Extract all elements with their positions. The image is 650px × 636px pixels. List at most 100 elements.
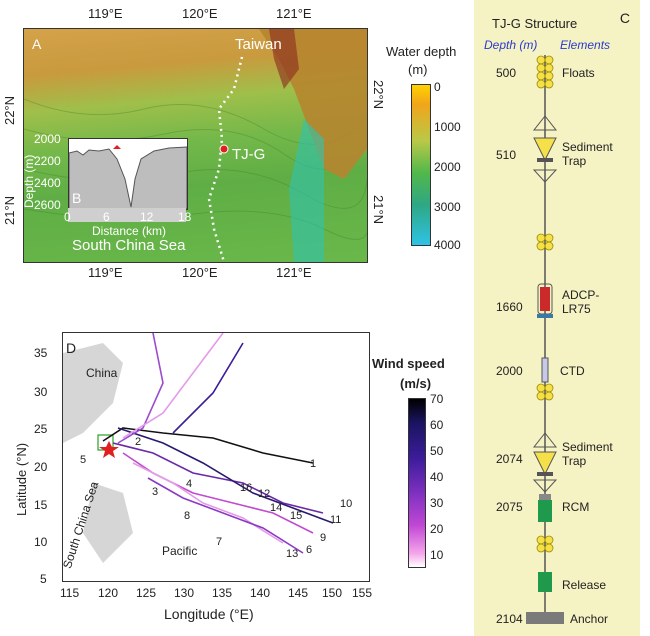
taiwan-label: Taiwan [235, 36, 282, 53]
track-num: 9 [320, 532, 327, 544]
wind-cbar-tick: 70 [430, 392, 444, 406]
element-rcm: RCM [562, 500, 590, 514]
track-num: 2 [135, 436, 142, 448]
floats-mid [536, 233, 554, 251]
depth-cbar-title: Water depth [386, 44, 457, 59]
depth-2104: 2104 [496, 612, 523, 626]
panel-b-label: B [72, 190, 82, 206]
b-ytick: 2600 [34, 198, 61, 212]
station-star [99, 441, 119, 458]
element-adcp: ADCP- LR75 [562, 288, 600, 316]
track-num: 5 [80, 454, 87, 466]
b-xtick: 18 [178, 210, 192, 224]
d-xtick: 135 [212, 586, 233, 600]
typhoon-tracks [63, 332, 334, 563]
china-land [63, 343, 123, 443]
station-marker [219, 144, 229, 154]
pacific-label: Pacific [162, 544, 198, 558]
track-num: 4 [186, 478, 193, 490]
d-ytick: 15 [34, 498, 48, 512]
panel-b-inset [68, 138, 188, 210]
depth-510: 510 [496, 148, 517, 162]
b-ytick: 2200 [34, 154, 61, 168]
track-num: 3 [152, 486, 159, 498]
wind-cbar-unit: (m/s) [400, 376, 432, 391]
depth-cbar-tick: 4000 [434, 238, 461, 252]
bottom-tick: 121°E [276, 265, 312, 280]
b-xtick: 6 [103, 210, 110, 224]
d-ytick: 20 [34, 460, 48, 474]
depth-colorbar [411, 84, 431, 246]
bottom-tick: 120°E [182, 265, 218, 280]
d-ytick: 30 [34, 385, 48, 399]
track-num: 11 [330, 514, 342, 526]
philippines-land [83, 483, 133, 563]
depth-2000: 2000 [496, 364, 523, 378]
panel-a-terrain [24, 29, 367, 262]
d-xtick: 155 [352, 586, 373, 600]
wind-cbar-title: Wind speed [372, 356, 445, 371]
depth-2074: 2074 [496, 452, 523, 466]
element-floats: Floats [562, 66, 595, 80]
d-xtick: 150 [322, 586, 343, 600]
d-xtick: 140 [250, 586, 271, 600]
track-num: 12 [258, 488, 271, 500]
floats-top [536, 55, 554, 89]
bathy-profile [68, 145, 188, 210]
floats-ctd [536, 383, 554, 401]
panel-c-label: C [619, 10, 630, 26]
panel-d-label: D [66, 340, 77, 356]
track-num: 13 [286, 548, 299, 560]
d-ylabel: Latitude (°N) [14, 442, 29, 516]
track-num: 8 [184, 510, 191, 522]
top-tick: 120°E [182, 6, 218, 21]
depth-1660: 1660 [496, 300, 523, 314]
track-num: 6 [306, 544, 313, 556]
b-xtick: 0 [64, 210, 71, 224]
transect-line [207, 56, 244, 262]
col-elements: Elements [560, 38, 611, 52]
d-xtick: 125 [136, 586, 157, 600]
element-anchor: Anchor [570, 612, 609, 626]
sediment-trap-1 [532, 115, 558, 183]
wind-cbar-tick: 10 [430, 548, 444, 562]
d-xtick: 130 [174, 586, 195, 600]
depth-cbar-tick: 3000 [434, 200, 461, 214]
element-trap-2: Sediment Trap [562, 440, 613, 468]
china-label: China [86, 366, 118, 380]
track-num: 7 [216, 536, 223, 548]
col-depth: Depth (m) [484, 38, 538, 52]
track-num: 16 [240, 482, 253, 494]
track-num: 14 [270, 502, 283, 514]
panel-c-title: TJ-G Structure [492, 16, 578, 31]
track-num: 15 [290, 510, 303, 522]
wind-cbar-tick: 30 [430, 496, 444, 510]
depth-cbar-tick: 0 [434, 80, 441, 94]
d-ytick: 35 [34, 346, 48, 360]
station-triangle [113, 145, 121, 149]
b-ytick: 2000 [34, 132, 61, 146]
depth-2075: 2075 [496, 500, 523, 514]
mooring-drawing [526, 55, 564, 624]
release [538, 572, 552, 592]
deep-basin [289, 119, 324, 262]
wind-colorbar [408, 398, 426, 568]
wind-cbar-tick: 20 [430, 522, 444, 536]
wind-cbar-tick: 40 [430, 470, 444, 484]
station-label: TJ-G [232, 146, 266, 163]
d-xtick: 115 [60, 586, 80, 600]
depth-cbar-tick: 1000 [434, 120, 461, 134]
top-tick: 121°E [276, 6, 312, 21]
ctd [541, 357, 549, 383]
depth-500: 500 [496, 66, 517, 80]
panel-a-label: A [32, 36, 42, 52]
floats-bottom [536, 535, 554, 553]
element-ctd: CTD [560, 364, 585, 378]
scs-label-a: South China Sea [72, 237, 186, 254]
depth-cbar-unit: (m) [408, 62, 428, 77]
left-tick: 22°N [2, 95, 17, 125]
right-tick: 21°N [371, 195, 386, 225]
wind-cbar-tick: 50 [430, 444, 444, 458]
d-ytick: 5 [40, 572, 47, 586]
d-xtick: 145 [288, 586, 309, 600]
